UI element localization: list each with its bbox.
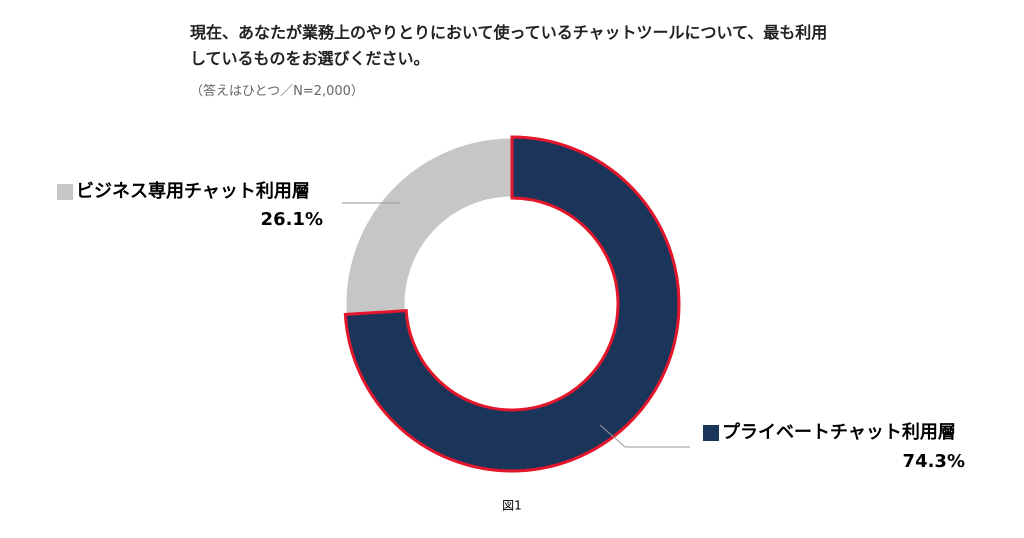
slice-label: ビジネス専用チャット利用層 (76, 180, 310, 202)
chart-title: 現在、あなたが業務上のやりとりにおいて使っているチャットツールについて、最も利用… (190, 23, 828, 68)
value-label: 74.3% (903, 451, 965, 472)
leader-line (599, 424, 690, 448)
chart-subtitle: （答えはひとつ／N=2,000） (190, 84, 364, 99)
legend-swatch (703, 425, 719, 441)
slice (343, 135, 514, 317)
slice (343, 135, 681, 473)
value-label: 26.1% (261, 209, 323, 230)
caption: 図1 (502, 499, 522, 513)
legend-swatch (57, 184, 73, 200)
slice-label: プライベートチャット利用層 (722, 421, 956, 443)
